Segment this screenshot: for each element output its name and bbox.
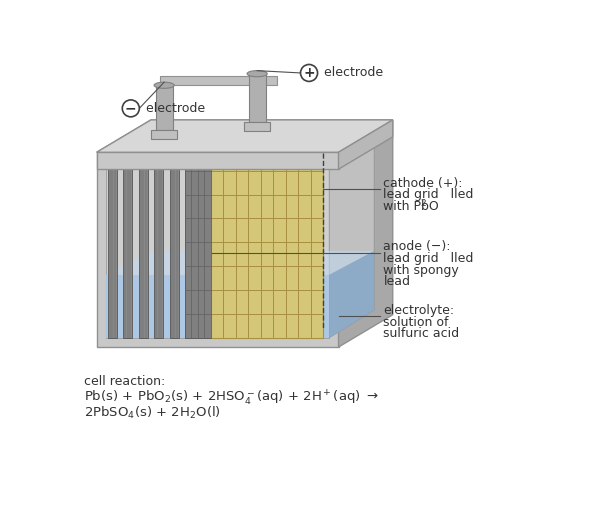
Polygon shape: [338, 120, 393, 347]
Circle shape: [122, 100, 139, 117]
Polygon shape: [155, 85, 173, 130]
Text: lead grid   lled: lead grid lled: [383, 252, 474, 265]
Polygon shape: [106, 162, 329, 338]
Polygon shape: [106, 275, 329, 338]
Text: electrode: electrode: [320, 66, 383, 79]
Polygon shape: [97, 120, 393, 152]
Text: with spongy: with spongy: [383, 264, 459, 277]
Polygon shape: [329, 135, 374, 338]
Text: 2: 2: [420, 199, 425, 208]
Text: electrode: electrode: [142, 102, 205, 115]
Polygon shape: [106, 251, 374, 275]
Text: lead: lead: [383, 275, 410, 288]
Polygon shape: [160, 76, 277, 85]
Text: cell reaction:: cell reaction:: [84, 375, 166, 388]
Polygon shape: [329, 251, 374, 338]
Polygon shape: [107, 147, 117, 338]
Text: solution of: solution of: [383, 316, 449, 329]
Text: cathode (+):: cathode (+):: [383, 177, 463, 190]
Text: −: −: [125, 102, 137, 116]
Ellipse shape: [154, 82, 174, 89]
Ellipse shape: [247, 70, 267, 77]
Text: Pb(s) + PbO$_2$(s) + 2HSO$_4^-$(aq) + 2H$^+$(aq) $\rightarrow$: Pb(s) + PbO$_2$(s) + 2HSO$_4^-$(aq) + 2H…: [84, 387, 379, 407]
Text: lead grid   lled: lead grid lled: [383, 188, 474, 201]
Circle shape: [301, 64, 317, 81]
Text: anode (−):: anode (−):: [383, 240, 451, 253]
Polygon shape: [97, 152, 338, 347]
Text: sulfuric acid: sulfuric acid: [383, 327, 460, 340]
Polygon shape: [97, 152, 338, 169]
Text: +: +: [303, 66, 315, 80]
Text: with PbO: with PbO: [383, 199, 439, 213]
Polygon shape: [338, 120, 393, 169]
Polygon shape: [211, 147, 323, 338]
Polygon shape: [185, 147, 211, 338]
Polygon shape: [97, 120, 393, 152]
Polygon shape: [244, 122, 271, 132]
Polygon shape: [123, 147, 133, 338]
Polygon shape: [151, 130, 178, 139]
Text: 2PbSO$_4$(s) + 2H$_2$O(l): 2PbSO$_4$(s) + 2H$_2$O(l): [84, 405, 221, 421]
Polygon shape: [154, 147, 163, 338]
Polygon shape: [170, 147, 179, 338]
Text: electrolyte:: electrolyte:: [383, 304, 455, 316]
Polygon shape: [139, 147, 148, 338]
Polygon shape: [248, 74, 266, 122]
